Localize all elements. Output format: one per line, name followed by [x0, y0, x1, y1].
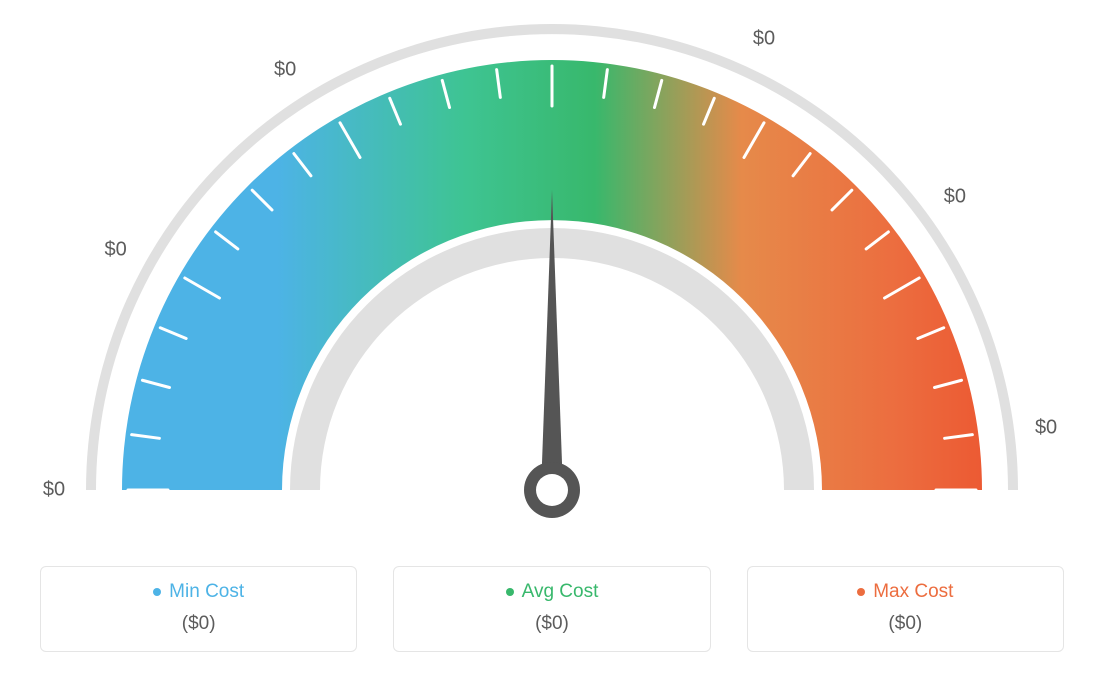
legend-label-avg: Avg Cost — [522, 581, 599, 603]
legend-card-min: Min Cost ($0) — [40, 566, 357, 652]
gauge-tick-label: $0 — [43, 479, 65, 502]
gauge-container: $0 $0 $0 $0 $0 $0 $0 — [0, 0, 1104, 560]
gauge-tick-label: $0 — [944, 186, 966, 209]
legend-title-avg: Avg Cost — [506, 581, 599, 603]
legend-dot-max — [857, 588, 865, 596]
legend-card-max: Max Cost ($0) — [747, 566, 1064, 652]
gauge-tick-label: $0 — [104, 239, 126, 262]
gauge-tick-label: $0 — [274, 58, 296, 81]
legend-value-min: ($0) — [41, 613, 356, 635]
gauge-tick-label: $0 — [753, 28, 775, 51]
legend-row: Min Cost ($0) Avg Cost ($0) Max Cost ($0… — [0, 566, 1104, 652]
gauge-chart — [0, 0, 1104, 560]
legend-label-min: Min Cost — [169, 581, 244, 603]
legend-dot-min — [153, 588, 161, 596]
legend-dot-avg — [506, 588, 514, 596]
legend-card-avg: Avg Cost ($0) — [393, 566, 710, 652]
legend-value-avg: ($0) — [394, 613, 709, 635]
gauge-tick-label: $0 — [1035, 416, 1057, 439]
legend-value-max: ($0) — [748, 613, 1063, 635]
legend-label-max: Max Cost — [873, 581, 953, 603]
legend-title-min: Min Cost — [153, 581, 244, 603]
gauge-tick-label: $0 — [510, 0, 532, 4]
legend-title-max: Max Cost — [857, 581, 953, 603]
